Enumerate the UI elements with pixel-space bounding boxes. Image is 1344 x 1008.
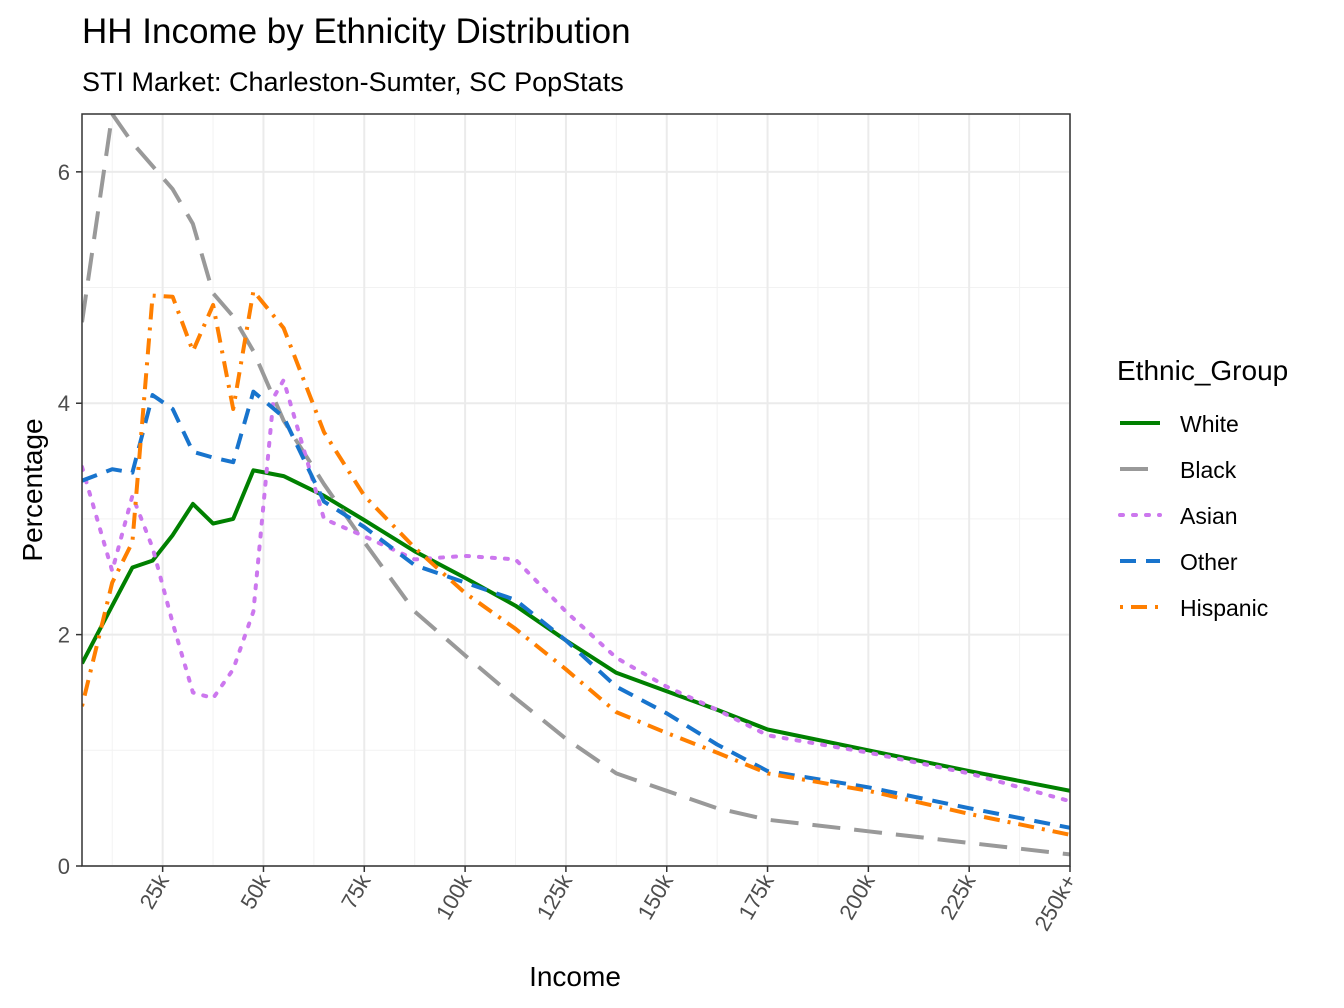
x-tick-label: 175k [733, 869, 779, 924]
series-lines [82, 114, 1070, 857]
legend-item-other: Other [1120, 549, 1238, 575]
chart-subtitle: STI Market: Charleston-Sumter, SC PopSta… [82, 67, 624, 97]
legend-label: Hispanic [1180, 595, 1268, 621]
y-tick-label: 4 [58, 391, 70, 416]
y-axis-title: Percentage [17, 418, 48, 561]
chart-title: HH Income by Ethnicity Distribution [82, 12, 631, 51]
legend: Ethnic_Group White Black Asian Other Hispani… [1117, 355, 1288, 621]
series-line-hispanic [82, 289, 1070, 837]
x-tick-label: 75k [336, 869, 376, 913]
series-line-white [82, 468, 1070, 793]
x-tick-label: 25k [135, 869, 175, 913]
x-tick-label: 200k [834, 869, 880, 924]
legend-title: Ethnic_Group [1117, 355, 1288, 386]
legend-item-asian: Asian [1118, 503, 1238, 529]
x-tick-label: 225k [935, 869, 981, 924]
x-axis-ticks: 25k 50k 75k 100k 125k 150k 175k 200k 225k 250k+ [135, 866, 1081, 935]
x-tick-label: 125k [532, 869, 578, 924]
legend-item-black: Black [1120, 457, 1237, 483]
x-tick-label: 150k [633, 869, 679, 924]
y-tick-label: 6 [58, 160, 70, 185]
plot-area [81, 113, 1071, 867]
y-tick-label: 0 [58, 854, 70, 879]
y-axis-ticks: 0 2 4 6 [58, 160, 82, 879]
x-tick-label: 100k [431, 869, 477, 924]
minor-gridlines [82, 114, 1070, 866]
legend-item-hispanic: Hispanic [1120, 595, 1268, 621]
legend-item-white: White [1120, 411, 1239, 437]
x-tick-label: 50k [235, 869, 275, 913]
legend-label: White [1180, 411, 1239, 437]
plot-border [81, 113, 1071, 867]
y-tick-label: 2 [58, 623, 70, 648]
x-tick-label: 250k+ [1029, 870, 1081, 935]
legend-label: Asian [1180, 503, 1238, 529]
legend-label: Black [1180, 457, 1237, 483]
series-line-black [82, 114, 1070, 857]
x-axis-title: Income [529, 961, 621, 992]
series-line-asian [82, 378, 1070, 804]
plot-background [82, 114, 1070, 866]
legend-label: Other [1180, 549, 1238, 575]
series-line-other [82, 389, 1070, 830]
